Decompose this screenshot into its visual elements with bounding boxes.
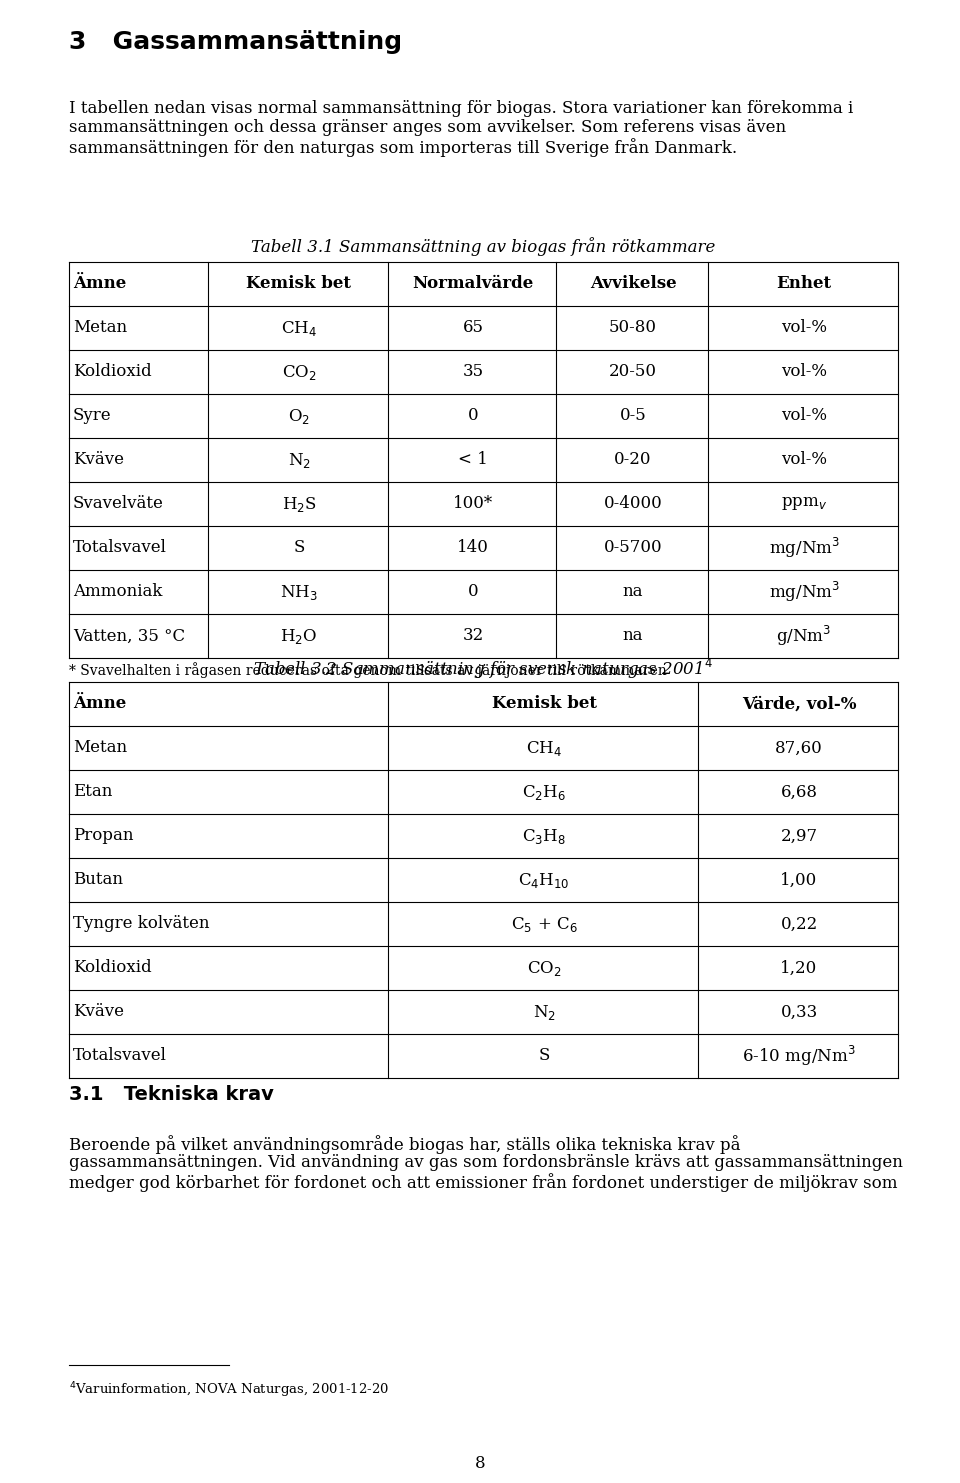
Text: CO$_2$: CO$_2$: [281, 362, 317, 381]
Text: N$_2$: N$_2$: [287, 451, 310, 470]
Text: g/Nm$^3$: g/Nm$^3$: [777, 624, 831, 648]
Text: Vatten, 35 °C: Vatten, 35 °C: [73, 627, 185, 645]
Text: * Svavelhalten i rågasen reduceras ofta genom tillsats av järnjoner till rötkamm: * Svavelhalten i rågasen reduceras ofta …: [69, 661, 667, 678]
Text: Ämne: Ämne: [73, 696, 127, 712]
Text: gassammansättningen. Vid användning av gas som fordonsbränsle krävs att gassamma: gassammansättningen. Vid användning av g…: [69, 1154, 903, 1172]
Text: 0-20: 0-20: [614, 451, 652, 469]
Text: S: S: [539, 1047, 550, 1065]
Text: na: na: [623, 583, 643, 601]
Text: I tabellen nedan visas normal sammansättning för biogas. Stora variationer kan f: I tabellen nedan visas normal sammansätt…: [69, 99, 853, 117]
Text: 2,97: 2,97: [780, 828, 818, 844]
Text: Ammoniak: Ammoniak: [73, 583, 162, 601]
Text: Koldioxid: Koldioxid: [73, 960, 152, 976]
Text: ppm$_v$: ppm$_v$: [780, 495, 828, 513]
Text: 0-4000: 0-4000: [604, 495, 662, 513]
Text: Värde, vol-%: Värde, vol-%: [742, 696, 856, 712]
Text: 0-5: 0-5: [619, 408, 646, 424]
Text: N$_2$: N$_2$: [533, 1003, 556, 1022]
Text: Tyngre kolväten: Tyngre kolväten: [73, 915, 209, 933]
Text: 87,60: 87,60: [775, 740, 823, 756]
Text: 8: 8: [474, 1455, 486, 1473]
Text: sammansättningen för den naturgas som importeras till Sverige från Danmark.: sammansättningen för den naturgas som im…: [69, 138, 737, 157]
Text: vol-%: vol-%: [781, 451, 827, 469]
Text: 35: 35: [463, 363, 484, 381]
Text: Kemisk bet: Kemisk bet: [247, 276, 351, 292]
Text: 6-10 mg/Nm$^3$: 6-10 mg/Nm$^3$: [742, 1044, 855, 1068]
Text: Enhet: Enhet: [777, 276, 831, 292]
Text: Kväve: Kväve: [73, 1004, 124, 1020]
Text: C$_4$H$_{10}$: C$_4$H$_{10}$: [518, 871, 569, 890]
Text: 6,68: 6,68: [780, 783, 818, 801]
Text: Svavelväte: Svavelväte: [73, 495, 164, 513]
Text: 0,22: 0,22: [780, 915, 818, 933]
Text: 65: 65: [463, 319, 484, 337]
Text: 3   Gassammansättning: 3 Gassammansättning: [69, 30, 402, 53]
Text: medger god körbarhet för fordonet och att emissioner från fordonet understiger d: medger god körbarhet för fordonet och at…: [69, 1173, 898, 1192]
Text: Butan: Butan: [73, 872, 123, 888]
Text: Tabell 3.2 Sammansättning för svensk naturgas 2001$^4$: Tabell 3.2 Sammansättning för svensk nat…: [253, 657, 713, 681]
Text: Normalvärde: Normalvärde: [413, 276, 534, 292]
Text: mg/Nm$^3$: mg/Nm$^3$: [769, 580, 839, 604]
Text: NH$_3$: NH$_3$: [280, 583, 318, 602]
Text: $^4$Varuinformation, NOVA Naturgas, 2001-12-20: $^4$Varuinformation, NOVA Naturgas, 2001…: [69, 1381, 390, 1400]
Text: 0: 0: [468, 408, 478, 424]
Text: Koldioxid: Koldioxid: [73, 363, 152, 381]
Text: Totalsvavel: Totalsvavel: [73, 1047, 167, 1065]
Text: Kväve: Kväve: [73, 451, 124, 469]
Text: 0-5700: 0-5700: [604, 540, 662, 556]
Text: Kemisk bet: Kemisk bet: [492, 696, 596, 712]
Text: O$_2$: O$_2$: [288, 406, 310, 426]
Text: Etan: Etan: [73, 783, 112, 801]
Text: Propan: Propan: [73, 828, 133, 844]
Text: Metan: Metan: [73, 319, 127, 337]
Text: C$_2$H$_6$: C$_2$H$_6$: [522, 783, 566, 801]
Text: 3.1   Tekniska krav: 3.1 Tekniska krav: [69, 1086, 274, 1103]
Text: na: na: [623, 627, 643, 645]
Text: 140: 140: [457, 540, 489, 556]
Text: 1,00: 1,00: [780, 872, 818, 888]
Text: Tabell 3.1 Sammansättning av biogas från rötkammare: Tabell 3.1 Sammansättning av biogas från…: [252, 237, 715, 257]
Text: H$_2$O: H$_2$O: [280, 626, 318, 645]
Text: sammansättningen och dessa gränser anges som avvikelser. Som referens visas även: sammansättningen och dessa gränser anges…: [69, 119, 786, 136]
Text: CH$_4$: CH$_4$: [281, 319, 317, 338]
Text: vol-%: vol-%: [781, 363, 827, 381]
Text: 20-50: 20-50: [609, 363, 657, 381]
Text: Ämne: Ämne: [73, 276, 127, 292]
Text: S: S: [294, 540, 304, 556]
Text: vol-%: vol-%: [781, 319, 827, 337]
Text: Beroende på vilket användningsområde biogas har, ställs olika tekniska krav på: Beroende på vilket användningsområde bio…: [69, 1134, 740, 1154]
Text: Metan: Metan: [73, 740, 127, 756]
Text: C$_5$ + C$_6$: C$_5$ + C$_6$: [511, 915, 577, 933]
Text: Syre: Syre: [73, 408, 111, 424]
Text: 0: 0: [468, 583, 478, 601]
Text: 1,20: 1,20: [780, 960, 818, 976]
Text: 50-80: 50-80: [609, 319, 657, 337]
Text: CO$_2$: CO$_2$: [527, 958, 562, 977]
Text: Totalsvavel: Totalsvavel: [73, 540, 167, 556]
Text: 0,33: 0,33: [780, 1004, 818, 1020]
Text: C$_3$H$_8$: C$_3$H$_8$: [522, 826, 566, 845]
Text: CH$_4$: CH$_4$: [526, 739, 562, 758]
Text: 32: 32: [463, 627, 484, 645]
Text: H$_2$S: H$_2$S: [281, 494, 317, 513]
Text: mg/Nm$^3$: mg/Nm$^3$: [769, 535, 839, 561]
Text: vol-%: vol-%: [781, 408, 827, 424]
Text: 100*: 100*: [453, 495, 493, 513]
Text: < 1: < 1: [458, 451, 488, 469]
Text: Avvikelse: Avvikelse: [589, 276, 676, 292]
